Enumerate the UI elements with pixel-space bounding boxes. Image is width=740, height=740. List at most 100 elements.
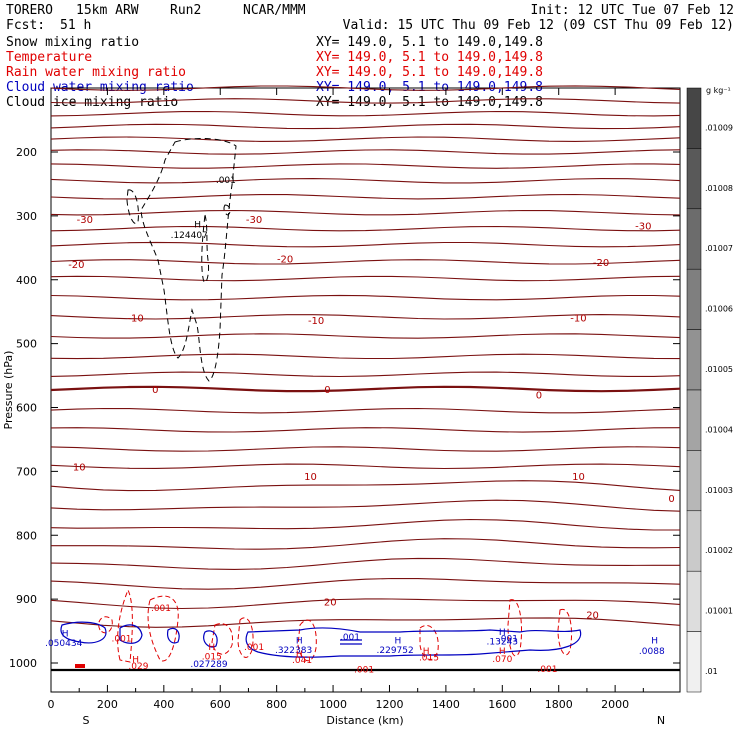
- cloud-water-contour-3: [167, 627, 180, 644]
- cloud-water-contour-5: [203, 630, 218, 648]
- colorbar-unit: g kg⁻¹: [706, 86, 731, 95]
- forecast-hours: 51 h: [60, 18, 91, 33]
- south-label: S: [83, 714, 90, 727]
- temperature-label: -10: [308, 316, 324, 327]
- rain-water-contours: [98, 588, 573, 663]
- cloud-water-contour-4: [245, 627, 582, 658]
- colorbar-label: .01005: [705, 365, 733, 374]
- isotherm-line: [50, 598, 681, 610]
- x-axis-title: Distance (km): [326, 714, 403, 727]
- colorbar: g kg⁻¹ .01009.01008.01007.01006.01005.01…: [686, 86, 733, 693]
- colorbar-label: .01009: [705, 123, 733, 132]
- cloud-ice-contours: [126, 138, 237, 382]
- x-tick-label: 1400: [432, 698, 460, 711]
- rain-contour-1: [117, 588, 133, 663]
- temperature-label: -20: [68, 260, 84, 271]
- colorbar-label: .01001: [705, 607, 733, 616]
- x-tick-label: 800: [266, 698, 287, 711]
- isotherm-line: [50, 225, 681, 232]
- field-value-label: H: [395, 636, 402, 646]
- legend-range-temperature: XY= 149.0, 5.1 to 149.0,149.8: [316, 50, 543, 65]
- temperature-label: -10: [127, 313, 143, 324]
- isotherm-line: [50, 163, 681, 169]
- colorbar-swatch: [686, 87, 702, 149]
- y-tick-label: 1000: [9, 657, 37, 670]
- isotherm-line: [50, 407, 681, 414]
- isotherm-line: [50, 314, 681, 320]
- colorbar-label: .01002: [705, 546, 733, 555]
- isotherm-line: [50, 353, 681, 360]
- x-tick-label: 1800: [545, 698, 573, 711]
- x-tick-label: 600: [210, 698, 231, 711]
- legend-name-temperature: Temperature: [6, 50, 92, 65]
- temperature-label: 10: [304, 472, 317, 483]
- field-value-label: .229752: [377, 646, 414, 656]
- field-value-label: .322383: [275, 646, 312, 656]
- field-value-label: .001: [111, 634, 131, 644]
- field-value-label: .001: [244, 643, 264, 653]
- colorbar-label: .01: [705, 667, 718, 676]
- isotherm-line: [50, 499, 681, 512]
- field-value-label: .13243: [487, 638, 519, 648]
- isotherm-line: [50, 463, 681, 470]
- organization: NCAR/MMM: [243, 3, 306, 18]
- temperature-label: -30: [77, 215, 93, 226]
- rain-contour-4: [211, 623, 234, 655]
- field-value-label: H: [296, 636, 303, 646]
- field-value-label: H: [132, 656, 139, 666]
- isotherm-line: [50, 178, 681, 184]
- legend-name-snow: Snow mixing ratio: [6, 35, 139, 50]
- isotherm-line: [50, 149, 681, 155]
- isotherm-line: [50, 518, 680, 531]
- colorbar-label: .01007: [705, 244, 733, 253]
- field-value-label: H: [296, 650, 303, 660]
- temperature-label: 0: [536, 391, 542, 402]
- model-name: TORERO: [6, 3, 53, 18]
- temperature-label: -20: [593, 258, 609, 269]
- legend: Snow mixing ratio XY= 149.0, 5.1 to 149.…: [6, 35, 543, 110]
- temperature-label: 0: [668, 494, 674, 505]
- field-value-label: .015: [202, 652, 222, 662]
- temperature-label: 10: [73, 462, 86, 473]
- colorbar-swatch: [686, 148, 702, 210]
- colorbar-swatch: [686, 208, 702, 270]
- temperature-label: -30: [635, 221, 651, 232]
- colorbar-label: .01006: [705, 305, 733, 314]
- isotherm-line: [50, 136, 681, 142]
- rain-contour-9: [557, 608, 573, 656]
- temperature-labels: -30 -30 -30 -20 -20 -20 -10 -10 -10 0 0 0 10 10 10 0 20 2…: [68, 215, 675, 621]
- rain-contour-8: [507, 599, 523, 657]
- isotherm-line: [50, 371, 681, 378]
- grid-spacing: 15km ARW: [76, 3, 139, 18]
- isotherm-line: [50, 385, 681, 393]
- init-time: Init: 12 UTC Tue 07 Feb 12: [531, 3, 735, 18]
- north-label: N: [657, 714, 665, 727]
- isotherm-line: [50, 446, 681, 452]
- surface-marker: [75, 664, 85, 668]
- isotherm-line: [50, 557, 680, 570]
- rain-contour-7: [419, 625, 439, 660]
- field-value-label: .001: [354, 666, 374, 676]
- cloud-water-contour-6: [340, 639, 362, 645]
- legend-name-rain: Rain water mixing ratio: [6, 65, 186, 80]
- rain-contour-6: [297, 619, 317, 662]
- temperature-label: 10: [572, 472, 585, 483]
- y-tick-label: 700: [16, 465, 37, 478]
- y-tick-label: 200: [16, 146, 37, 159]
- colorbar-swatch: [686, 510, 702, 572]
- colorbar-label: .01003: [705, 486, 733, 495]
- x-tick-label: 0: [48, 698, 55, 711]
- isotherm-line: [50, 98, 681, 104]
- y-tick-label: 500: [16, 338, 37, 351]
- field-value-labels: .001H.124407.001.001.001H.050434H.029H.0…: [45, 176, 665, 676]
- x-tick-label: 1600: [488, 698, 516, 711]
- field-value-label: H: [651, 636, 658, 646]
- field-value-label: .029: [128, 662, 148, 672]
- field-value-label: H: [499, 628, 506, 638]
- field-value-label: .041: [292, 656, 312, 666]
- field-value-label: .015: [419, 654, 439, 664]
- temperature-label: 0: [324, 385, 330, 396]
- y-axis-title: Pressure (hPa): [2, 351, 15, 430]
- x-tick-label: 1000: [319, 698, 347, 711]
- isotherm-line: [50, 577, 681, 590]
